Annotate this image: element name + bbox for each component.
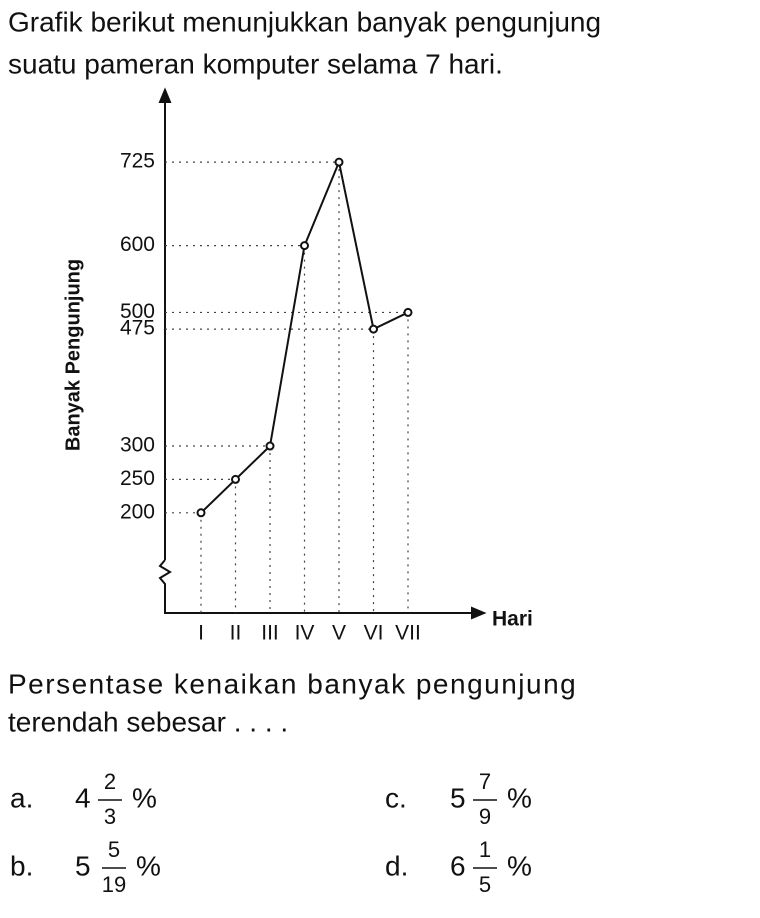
x-tick-label: IV: [295, 622, 315, 645]
y-tick-label: 250: [120, 467, 155, 490]
option-whole: 5: [450, 782, 466, 813]
axis-break: [158, 559, 476, 614]
data-point: [403, 307, 413, 317]
option-denominator: 5: [479, 872, 491, 897]
y-arrow: [158, 87, 172, 103]
option-letter: b.: [10, 850, 33, 881]
option-whole: 5: [75, 850, 91, 881]
option-letter: c.: [385, 782, 407, 813]
option-letter: a.: [10, 782, 33, 813]
x-arrow: [471, 606, 487, 620]
option-unit: %: [132, 782, 157, 813]
option-numerator: 7: [479, 769, 491, 794]
option-letter: d.: [385, 850, 408, 881]
y-tick-label: 725: [120, 150, 155, 173]
y-tick-label: 500: [120, 300, 155, 323]
option-whole: 6: [450, 850, 466, 881]
x-tick-label: III: [261, 622, 279, 645]
y-tick-label: 600: [120, 233, 155, 256]
option-unit: %: [507, 782, 532, 813]
question-text: terendah sebesar . . . .: [8, 706, 288, 737]
x-tick-label: I: [198, 622, 204, 645]
option-numerator: 5: [108, 837, 120, 862]
option-unit: %: [507, 850, 532, 881]
x-tick-label: II: [230, 622, 242, 645]
option-numerator: 2: [104, 769, 116, 794]
option-denominator: 19: [102, 872, 126, 897]
data-point: [196, 508, 206, 518]
data-point: [265, 441, 275, 451]
question-text: Persentase kenaikan banyak pengunjung: [8, 668, 577, 699]
y-tick-label: 475: [120, 317, 155, 340]
option-unit: %: [136, 850, 161, 881]
option-whole: 4: [75, 782, 91, 813]
data-point: [369, 324, 378, 334]
x-tick-label: VI: [364, 622, 384, 645]
option-numerator: 1: [479, 837, 491, 862]
data-point: [334, 157, 344, 167]
option-denominator: 9: [479, 804, 491, 829]
data-point: [231, 474, 240, 484]
intro-text: suatu pameran komputer selama 7 hari.: [8, 48, 503, 79]
intro-text: Grafik berikut menunjukkan banyak pengun…: [8, 6, 601, 37]
y-tick-label: 200: [120, 500, 155, 523]
x-tick-label: VII: [395, 622, 421, 645]
x-axis-label: Hari: [492, 608, 533, 631]
y-axis-label: Banyak Pengunjung: [62, 259, 84, 451]
x-tick-label: V: [332, 622, 346, 645]
axes: [158, 87, 487, 620]
data-point: [300, 241, 309, 251]
y-tick-label: 300: [120, 434, 155, 457]
option-denominator: 3: [104, 804, 116, 829]
